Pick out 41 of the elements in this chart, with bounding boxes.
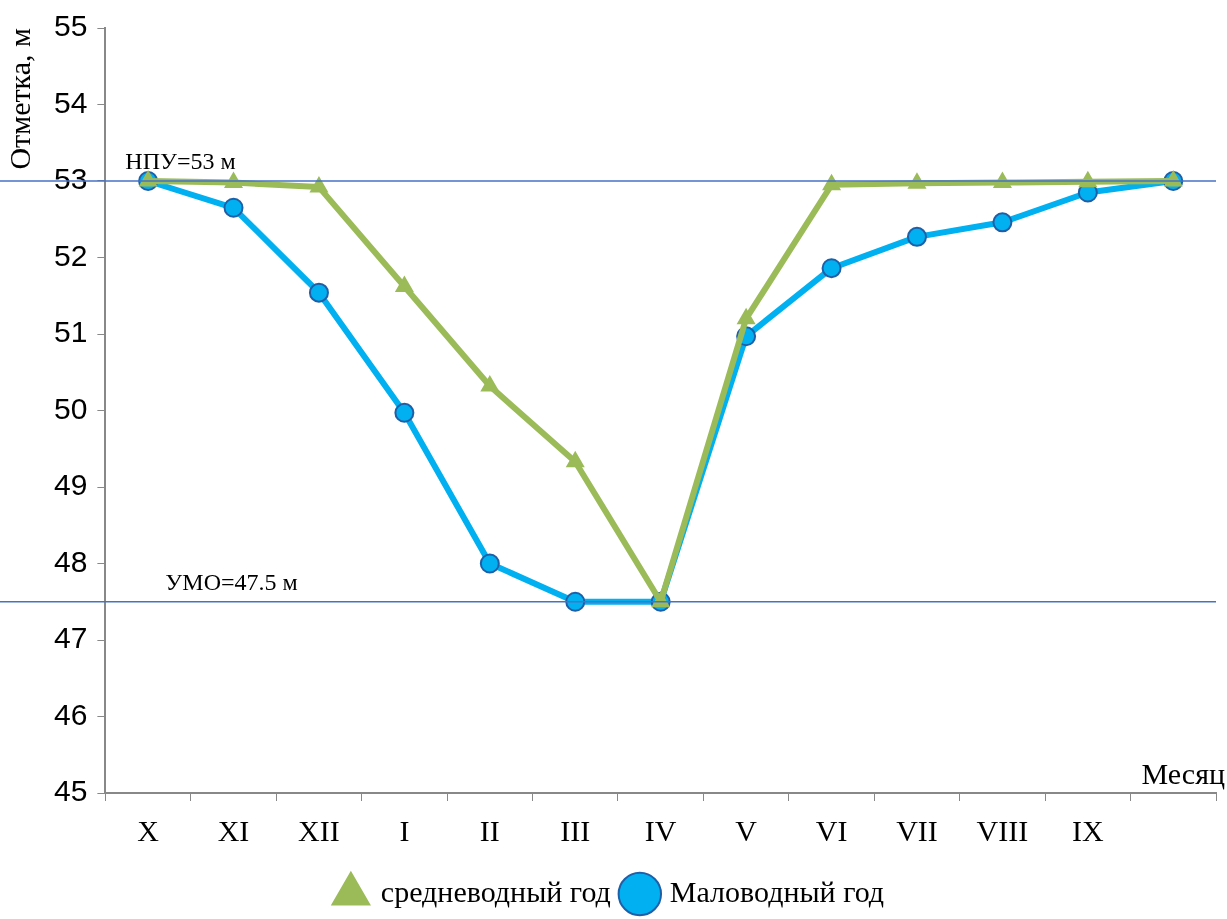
- x-tick-label: IX: [1072, 813, 1105, 847]
- y-tick-label: 48: [53, 544, 88, 578]
- y-tick-label: 53: [53, 162, 88, 196]
- point: [906, 226, 927, 247]
- legend-label: Маловодный год: [669, 874, 885, 908]
- point: [821, 258, 842, 279]
- point: [395, 276, 414, 293]
- point: [992, 212, 1013, 233]
- point: [394, 402, 415, 423]
- x-tick-label: I: [399, 813, 410, 847]
- ref-line-label: НПУ=53 м: [125, 148, 236, 175]
- y-tick-label: 50: [53, 391, 88, 425]
- x-tick-label: III: [560, 813, 591, 847]
- point: [308, 282, 329, 303]
- point: [737, 308, 755, 325]
- y-tick-label: 46: [53, 697, 88, 731]
- point: [566, 451, 585, 468]
- point: [310, 177, 328, 193]
- y-tick-label: 52: [53, 238, 88, 272]
- y-tick-label: 49: [53, 468, 88, 502]
- point: [479, 553, 500, 574]
- x-tick-label: VIII: [976, 813, 1029, 847]
- y-tick-label: 47: [53, 621, 88, 655]
- point: [223, 197, 244, 218]
- y-tick-label: 55: [53, 9, 88, 43]
- x-tick-label: VII: [896, 813, 938, 847]
- y-tick-label: 54: [53, 85, 88, 119]
- y-tick-label: 51: [53, 315, 88, 349]
- x-tick-label: VI: [815, 813, 848, 847]
- legend-label: средневодный год: [380, 874, 611, 908]
- x-tick-label: IV: [644, 813, 677, 847]
- x-tick-label: XI: [217, 813, 250, 847]
- y-tick-label: 45: [53, 774, 88, 808]
- ref-line-label: УМО=47.5 м: [165, 569, 298, 596]
- x-tick-label: XII: [298, 813, 340, 847]
- x-tick-label: X: [137, 813, 160, 847]
- y-axis-title: Отметка, м: [2, 27, 36, 170]
- x-axis-title: Месяц: [1141, 756, 1225, 790]
- x-tick-label: V: [735, 813, 758, 847]
- x-tick-label: II: [479, 813, 500, 847]
- point: [481, 376, 499, 392]
